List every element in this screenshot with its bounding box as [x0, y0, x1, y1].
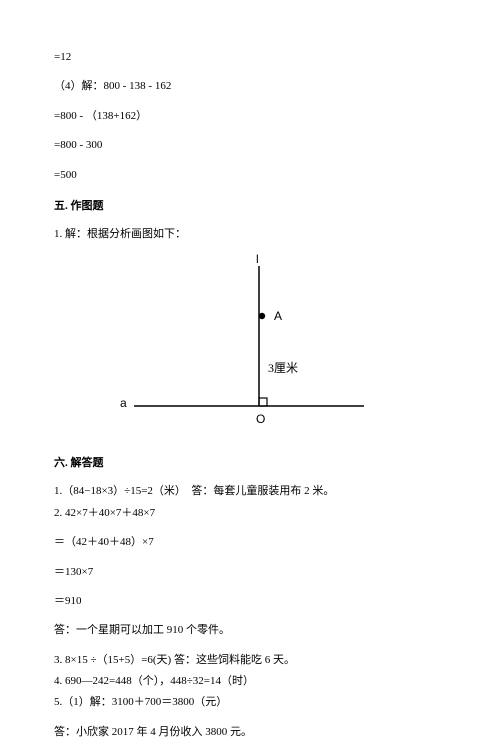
- calc-line-2: （4）解：800 - 138 - 162: [54, 79, 446, 94]
- geometry-diagram: l A 3厘米 a O: [104, 256, 364, 436]
- s6-line-1: 1.（84−18×3）÷15=2（米） 答：每套儿童服装用布 2 米。: [54, 484, 446, 499]
- calc-line-1: =12: [54, 50, 446, 65]
- calc-line-4: =800 - 300: [54, 138, 446, 153]
- section-6-title: 六. 解答题: [54, 454, 446, 470]
- s6-line-9: 5.（1）解：3100＋700＝3800（元）: [54, 695, 446, 710]
- calc-line-5: =500: [54, 168, 446, 183]
- diagram-label-l: l: [256, 252, 259, 266]
- s6-line-5: ＝910: [54, 594, 446, 609]
- section-5-title: 五. 作图题: [54, 197, 446, 213]
- s6-line-7: 3. 8×15 ÷（15+5）=6(天) 答：这些饲料能吃 6 天。: [54, 653, 446, 668]
- s6-line-3: ＝（42＋40＋48）×7: [54, 535, 446, 550]
- s6-line-8: 4. 690—242=448（个），448÷32=14（时）: [54, 674, 446, 689]
- s6-line-4: ＝130×7: [54, 565, 446, 580]
- diagram-right-angle: [259, 398, 267, 406]
- diagram-label-3cm: 3厘米: [268, 359, 298, 376]
- calc-line-3: =800 - （138+162）: [54, 109, 446, 124]
- s6-line-6: 答：一个星期可以加工 910 个零件。: [54, 623, 446, 638]
- s6-line-10: 答：小欣家 2017 年 4 月份收入 3800 元。: [54, 725, 446, 740]
- section-5-p1: 1. 解：根据分析画图如下：: [54, 227, 446, 242]
- diagram-label-a-line: a: [120, 396, 127, 410]
- diagram-label-o: O: [256, 412, 265, 426]
- diagram-label-a-point: A: [274, 309, 282, 323]
- s6-line-2: 2. 42×7＋40×7＋48×7: [54, 506, 446, 521]
- diagram-point-a: [259, 313, 265, 319]
